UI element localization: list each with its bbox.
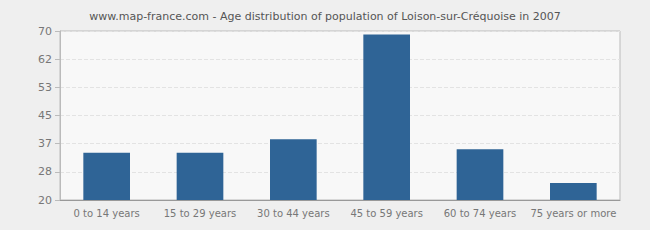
svg-text:53: 53 xyxy=(38,81,52,94)
svg-text:0 to 14 years: 0 to 14 years xyxy=(74,208,140,219)
svg-text:30 to 44 years: 30 to 44 years xyxy=(257,208,330,219)
svg-text:37: 37 xyxy=(38,137,52,150)
svg-text:20: 20 xyxy=(38,194,52,207)
svg-text:45: 45 xyxy=(38,109,52,122)
svg-text:45 to 59 years: 45 to 59 years xyxy=(350,208,423,219)
svg-text:62: 62 xyxy=(38,53,52,66)
svg-text:www.map-france.com - Age distr: www.map-france.com - Age distribution of… xyxy=(89,10,561,23)
svg-text:15 to 29 years: 15 to 29 years xyxy=(164,208,237,219)
svg-text:28: 28 xyxy=(38,165,52,178)
svg-text:70: 70 xyxy=(38,25,52,38)
svg-text:60 to 74 years: 60 to 74 years xyxy=(444,208,517,219)
svg-text:75 years or more: 75 years or more xyxy=(530,208,616,219)
